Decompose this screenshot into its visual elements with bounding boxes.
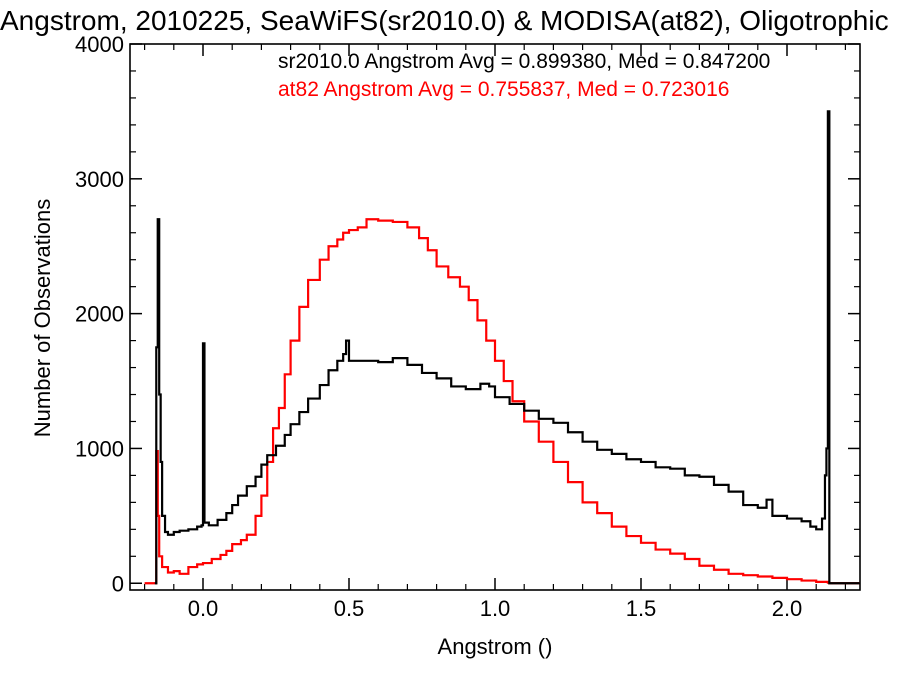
x-tick-label: 1.0 xyxy=(480,596,511,621)
series-at82 xyxy=(144,218,860,585)
y-tick-label: 1000 xyxy=(75,436,124,461)
chart-title: Angstrom, 2010225, SeaWiFS(sr2010.0) & M… xyxy=(0,5,889,36)
y-tick-label: 0 xyxy=(112,571,124,596)
series-layer xyxy=(144,110,860,585)
x-axis: 0.0 0.5 1.0 1.5 2.0 xyxy=(144,44,847,621)
y-tick-label: 4000 xyxy=(75,32,124,57)
legend-text-at82: at82 Angstrom Avg = 0.755837, Med = 0.72… xyxy=(278,78,729,101)
series-sr2010-0 xyxy=(154,110,860,585)
x-tick-label: 0.5 xyxy=(334,596,365,621)
x-axis-label: Angstrom () xyxy=(438,634,553,659)
legend-text-sr2010: sr2010.0 Angstrom Avg = 0.899380, Med = … xyxy=(278,50,770,73)
x-tick-label: 2.0 xyxy=(772,596,803,621)
x-tick-label: 1.5 xyxy=(626,596,657,621)
y-axis: 0 1000 2000 3000 4000 xyxy=(75,32,860,596)
y-tick-label: 3000 xyxy=(75,167,124,192)
x-tick-label: 0.0 xyxy=(188,596,219,621)
plot-frame xyxy=(129,43,861,591)
y-tick-label: 2000 xyxy=(75,302,124,327)
y-axis-label: Number of Observations xyxy=(30,199,55,437)
